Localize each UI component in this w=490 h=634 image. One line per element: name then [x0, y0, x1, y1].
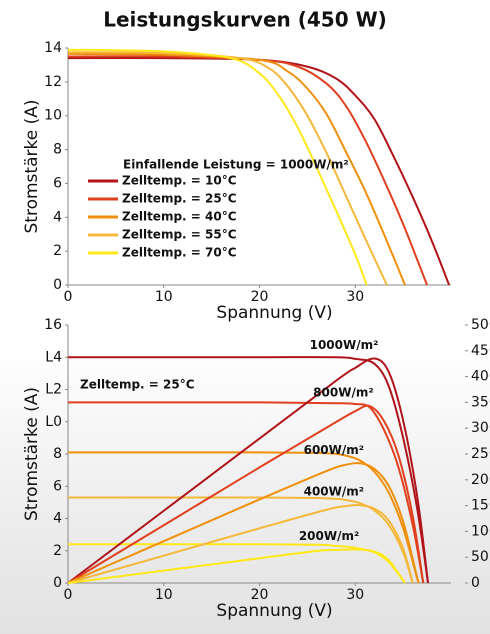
y-tick-label: L2: [45, 382, 62, 398]
y-tick-label: L0: [45, 414, 62, 430]
legend-label: Zelltemp. = 40°C: [122, 210, 237, 224]
y2-tick-label: 100: [471, 523, 490, 539]
curve-label: 400W/m²: [304, 485, 364, 499]
curve-label: 600W/m²: [304, 443, 364, 457]
x-tick-label: 10: [155, 587, 173, 603]
x-axis-title: Spannung (V): [216, 601, 332, 621]
y-tick-label: 8: [53, 142, 62, 158]
series-line: [68, 452, 418, 583]
series-line: [68, 402, 423, 583]
y2-tick-label: 500: [471, 317, 490, 333]
y-tick-label: 6: [53, 175, 62, 191]
legend-label: Zelltemp. = 10°C: [122, 174, 237, 188]
y-tick-label: 8: [53, 446, 62, 462]
y2-tick-label: 450: [471, 343, 490, 359]
y2-tick-label: 200: [471, 472, 490, 488]
annotation: Zelltemp. = 25°C: [80, 378, 195, 392]
legend-label: Zelltemp. = 70°C: [122, 246, 237, 260]
curve-label: 200W/m²: [299, 529, 359, 543]
series-line: [68, 463, 418, 583]
y2-tick-label: 50: [471, 549, 489, 565]
y-tick-label: 0: [53, 277, 62, 293]
curve-label: 800W/m²: [313, 386, 373, 400]
y-tick-label: 14: [44, 40, 62, 56]
y2-tick-label: 400: [471, 369, 490, 385]
y2-tick-label: 350: [471, 394, 490, 410]
y-tick-label: L4: [45, 349, 62, 365]
y-tick-label: 16: [44, 317, 62, 333]
y2-tick-label: 250: [471, 446, 490, 462]
x-axis-title: Spannung (V): [216, 303, 332, 323]
x-tick-label: 30: [346, 289, 364, 305]
series-line: [68, 406, 423, 583]
legend-label: Zelltemp. = 25°C: [122, 192, 237, 206]
x-tick-label: 0: [64, 289, 73, 305]
chart-title: Leistungskurven (450 W): [103, 8, 387, 32]
chart: Leistungskurven (450 W)02468101214010203…: [0, 0, 490, 634]
y2-tick-label: 150: [471, 498, 490, 514]
series-line: [68, 549, 405, 583]
y-tick-label: 2: [53, 543, 62, 559]
y-tick-label: 10: [44, 108, 62, 124]
y-tick-label: 0: [53, 575, 62, 591]
y-axis-title: Stromstärke (A): [22, 387, 42, 521]
y-axis-title: Stromstärke (A): [22, 100, 42, 234]
series-line: [68, 497, 413, 583]
y-tick-label: 6: [53, 478, 62, 494]
legend-label: Zelltemp. = 55°C: [122, 228, 237, 242]
x-tick-label: 10: [155, 289, 173, 305]
y-tick-label: 12: [44, 74, 62, 90]
y2-tick-label: 300: [471, 420, 490, 436]
y2-tick-label: 0: [471, 575, 480, 591]
x-tick-label: 0: [64, 587, 73, 603]
y-tick-label: 2: [53, 243, 62, 259]
curve-label: 1000W/m²: [310, 338, 379, 352]
x-tick-label: 30: [346, 587, 364, 603]
y-tick-label: 4: [53, 511, 62, 527]
y-tick-label: 4: [53, 209, 62, 225]
legend-title: Einfallende Leistung = 1000W/m²: [123, 158, 349, 172]
